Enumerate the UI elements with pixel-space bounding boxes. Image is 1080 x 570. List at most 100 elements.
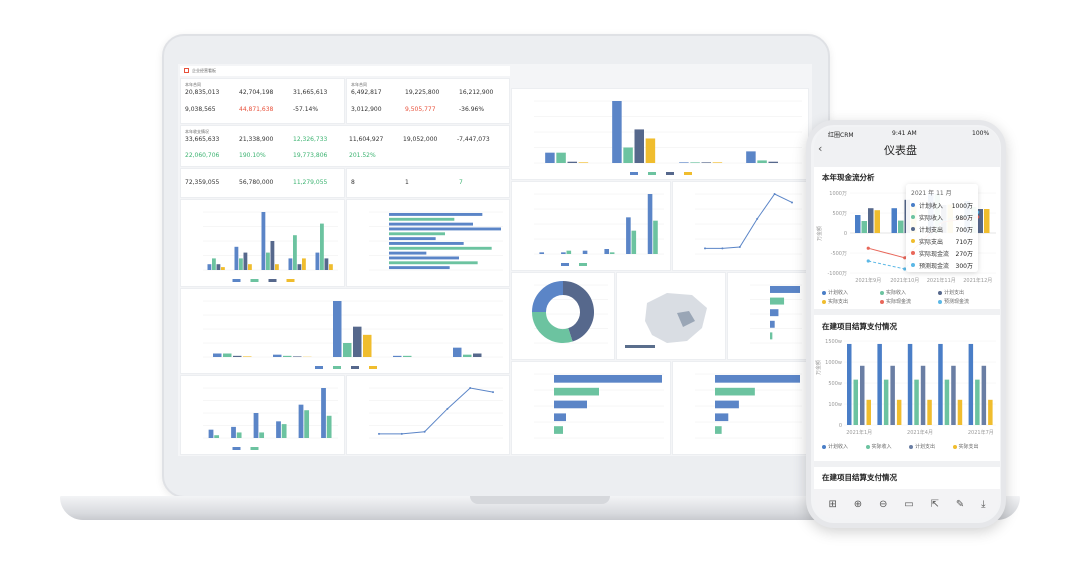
legend-label: 计划支出 <box>944 290 965 296</box>
download-icon[interactable]: ⤓ <box>981 498 986 510</box>
chart-panel-cost <box>180 375 345 455</box>
kpi-value: 11,604,927 <box>349 136 384 143</box>
bar <box>554 413 566 422</box>
bar <box>891 208 897 233</box>
chevron-left-icon[interactable]: ‹ <box>818 142 823 155</box>
zoom-in-icon[interactable]: ⊕ <box>853 498 863 510</box>
bar <box>463 354 472 357</box>
legend-item[interactable]: 实际收入 <box>865 443 892 450</box>
zoom-out-icon[interactable]: ⊖ <box>878 498 888 510</box>
series-dot <box>911 251 915 255</box>
legend-item[interactable]: 计划支出 <box>938 289 964 296</box>
legend-item[interactable]: 实际收入 <box>880 289 906 296</box>
cashflow-card: 本年现金流分析 1000万 500万 0 -500万 -1000万 万金额 2021年9月 2… <box>814 167 1000 309</box>
donut-slice <box>532 281 564 313</box>
bar <box>907 343 913 425</box>
y-tick-label: 0 <box>844 231 847 237</box>
legend-item[interactable]: 计划收入 <box>822 443 848 450</box>
chart-panel-map <box>616 272 726 360</box>
kpi-value: 3,012,900 <box>351 106 382 113</box>
legend-item[interactable]: 实际支出 <box>952 443 979 450</box>
kpi-value: 72,359,055 <box>185 179 220 186</box>
bar <box>389 266 450 270</box>
legend-item[interactable]: 计划收入 <box>822 289 848 296</box>
china-map-icon <box>625 293 707 348</box>
legend-label: 实际现金流 <box>886 299 912 305</box>
legend-dot <box>952 444 957 449</box>
kpi-value: 11,279,055 <box>293 179 328 186</box>
legend-swatch <box>579 263 587 266</box>
fit-icon[interactable]: ▭ <box>904 498 914 510</box>
legend-swatch <box>232 447 241 450</box>
legend-label: 预测现金流 <box>944 299 970 305</box>
tooltip-value: 980万 <box>955 214 973 222</box>
kpi-value: 9,505,777 <box>405 106 436 113</box>
edit-icon[interactable]: ✎ <box>955 498 965 510</box>
bar <box>293 356 302 357</box>
legend-item[interactable]: 实际支出 <box>822 298 848 305</box>
bar <box>984 209 990 233</box>
tooltip-row: 实际支出 710万 <box>911 235 973 247</box>
bar <box>877 343 882 425</box>
bar <box>679 162 689 163</box>
bar <box>567 161 577 163</box>
bar <box>554 375 662 383</box>
bar <box>898 220 904 233</box>
legend-item[interactable]: 计划支出 <box>909 443 935 450</box>
x-tick-label: 2021年11月 <box>927 277 956 284</box>
y-tick-label: -1000万 <box>827 271 847 277</box>
bar <box>389 227 501 231</box>
bar <box>715 375 800 383</box>
legend-item[interactable]: 实际现金流 <box>880 298 911 305</box>
bar <box>389 261 478 265</box>
bar <box>333 301 342 357</box>
bar <box>208 429 214 438</box>
kpi-panel-bottom-right: 8 1 7 <box>346 168 510 198</box>
mini-chart <box>534 193 664 266</box>
bar <box>273 354 282 357</box>
y-tick-label: 1500w <box>825 339 842 345</box>
legend-label: 计划收入 <box>828 444 849 450</box>
bar <box>853 379 858 425</box>
bar <box>868 208 874 233</box>
bar <box>270 241 275 270</box>
kpi-value: -57.14% <box>293 106 319 113</box>
data-point <box>721 247 724 250</box>
y-tick-label: 1000万 <box>829 191 847 197</box>
data-point <box>866 246 870 250</box>
legend-label: 实际支出 <box>958 444 979 450</box>
bar <box>453 347 462 357</box>
bar <box>977 209 983 233</box>
laptop-notch <box>470 496 610 504</box>
legend-label: 计划收入 <box>828 290 849 296</box>
panel-title: 本年收支情况 <box>185 129 209 134</box>
bar <box>223 353 232 357</box>
bar <box>283 355 292 357</box>
mini-chart <box>750 284 802 344</box>
data-point <box>791 201 793 204</box>
mini-chart <box>369 211 503 271</box>
bar <box>715 413 729 422</box>
legend-label: 实际收入 <box>886 290 907 296</box>
share-icon[interactable]: ⇱ <box>930 498 939 510</box>
series-dot <box>911 227 915 231</box>
bar <box>233 355 242 357</box>
tooltip-value: 300万 <box>955 262 973 270</box>
tooltip-label: 预测现金流 <box>919 262 950 270</box>
mini-chart <box>369 387 503 439</box>
legend-item[interactable]: 预测现金流 <box>938 298 969 305</box>
bar <box>626 217 631 254</box>
time-label: 9:41 AM <box>892 130 917 137</box>
legend-dot <box>880 290 884 295</box>
bar <box>855 215 861 233</box>
legend-swatch <box>351 366 359 369</box>
kpi-value: 1 <box>405 179 409 186</box>
grid-icon[interactable]: ⊞ <box>828 498 837 510</box>
settlement-card: 在建项目结算支付情况 1500w 1000w 500w 100w 0 万金额 2021年1月… <box>814 315 1000 461</box>
legend-swatch <box>333 366 341 369</box>
mini-chart <box>695 373 802 439</box>
bar <box>866 399 871 425</box>
bar <box>276 421 281 438</box>
legend-swatch <box>648 172 656 175</box>
bar <box>554 387 599 396</box>
